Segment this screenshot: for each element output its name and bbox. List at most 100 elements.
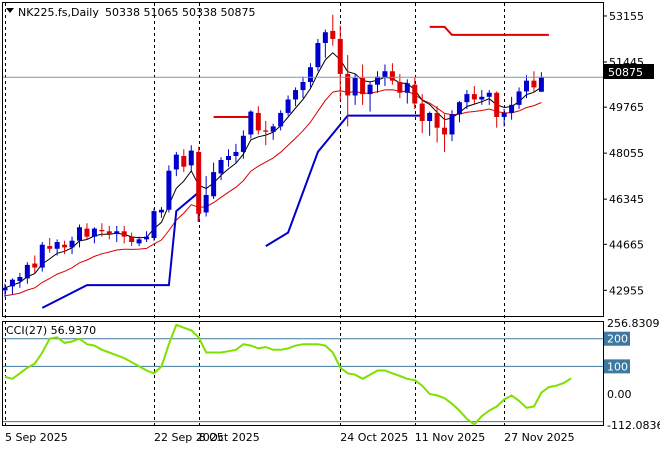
price-tick-label: 44665 [609, 238, 644, 251]
candle-bear [471, 94, 477, 100]
candle-bull [91, 228, 97, 237]
candle-bear [106, 231, 112, 234]
candle-bull [218, 160, 224, 174]
current-price-label: 50875 [608, 66, 643, 79]
candle-bull [464, 94, 470, 103]
cci-level-badge [604, 359, 630, 374]
candle-bull [538, 77, 544, 92]
cci-series [3, 323, 603, 426]
candle-bear [62, 244, 68, 248]
candle-bull [136, 239, 142, 244]
current-price-badge [604, 64, 654, 79]
candle-bull [158, 209, 164, 213]
cci-line [4, 323, 572, 426]
candle-bull [144, 236, 150, 240]
candle-bull [24, 264, 30, 279]
candle-bear [419, 103, 425, 121]
candle-bull [69, 240, 75, 248]
candle-bull [233, 151, 239, 156]
candle-bull [456, 102, 462, 115]
candle-bull [226, 155, 231, 160]
time-axis-label: 24 Oct 2025 [340, 431, 408, 444]
candle-bull [300, 82, 306, 91]
candle-bull [449, 114, 455, 135]
symbol-label: NK225.fs,Daily [18, 6, 99, 19]
candle-bull [151, 211, 157, 238]
candle-bull [17, 277, 23, 282]
candle-bear [389, 71, 395, 81]
candle-bear [345, 73, 351, 96]
candle-bull [77, 227, 82, 241]
candle-bull [307, 67, 313, 82]
cci-tick-label: 256.8309 [607, 317, 660, 330]
cci-title: CCI(27) 56.9370 [6, 324, 96, 337]
candle-bull [501, 112, 507, 117]
price-tick-label: 48055 [609, 147, 644, 160]
candle-bull [352, 77, 358, 96]
cci-level-badge [604, 331, 630, 346]
candle-bull [114, 231, 120, 234]
cci-panel-frame [2, 321, 604, 426]
cci-tick-label: 0.00 [607, 388, 632, 401]
time-axis-label: 27 Nov 2025 [504, 431, 574, 444]
price-tick-label: 49765 [609, 101, 644, 114]
candle-bear [181, 155, 187, 167]
candle-bull [270, 126, 276, 132]
candle-bear [494, 92, 500, 117]
candle-bull [166, 170, 172, 210]
candle-bear [360, 77, 366, 95]
candle-bear [531, 80, 537, 88]
price-tick-label: 46345 [609, 193, 644, 206]
time-axis-label: 22 Sep 2025 [154, 431, 224, 444]
candle-bull [382, 71, 388, 78]
candle-bull [54, 242, 60, 249]
candle-bull [2, 287, 8, 291]
candle-bear [129, 236, 135, 243]
candle-bear [255, 112, 261, 131]
trailing-stop-red [429, 25, 549, 36]
candle-bull [285, 99, 291, 113]
candle-bull [173, 154, 179, 170]
price-panel-frame [2, 2, 604, 317]
time-axis-label: 11 Nov 2025 [415, 431, 485, 444]
candle-bull [486, 92, 492, 97]
candle-bull [516, 91, 522, 105]
candle-bull [248, 111, 254, 135]
price-tick-label: 53155 [609, 10, 644, 23]
candle-bull [322, 32, 328, 43]
candle-bear [263, 130, 269, 132]
candle-bear [196, 151, 202, 214]
candle-bull [211, 172, 217, 197]
candle-bull [375, 76, 380, 85]
time-axis-label: 8 Oct 2025 [199, 431, 260, 444]
candle-bull [367, 84, 373, 95]
cci-tick-label: 100 [607, 360, 628, 373]
candle-bear [32, 263, 38, 268]
time-axis-label: 5 Sep 2025 [5, 431, 68, 444]
candle-bull [203, 194, 209, 213]
price-tick-label: 42955 [609, 284, 644, 297]
cci-tick-label: 200 [607, 333, 628, 346]
candle-bull [240, 135, 246, 152]
ohlc-label: 50338 51065 50338 50875 [105, 6, 255, 19]
cci-axis: 256.8309 200 100 0.00 -112.0836 [604, 317, 660, 432]
candle-bull [39, 244, 45, 268]
candle-bull [479, 96, 485, 100]
candle-bull [404, 83, 410, 93]
cci-tick-label: -112.0836 [607, 419, 660, 432]
trailing-stop-blue [265, 114, 423, 247]
candle-bear [47, 246, 53, 249]
candle-bear [84, 228, 90, 237]
candle-bear [442, 127, 448, 135]
candle-bull [509, 104, 515, 113]
triangle-down-icon[interactable] [6, 8, 14, 13]
candle-bull [524, 80, 529, 92]
candle-bull [427, 112, 433, 121]
candle-bull [293, 90, 299, 100]
candle-bear [412, 84, 418, 104]
candle-bull [315, 43, 321, 68]
candle-bull [188, 150, 194, 166]
